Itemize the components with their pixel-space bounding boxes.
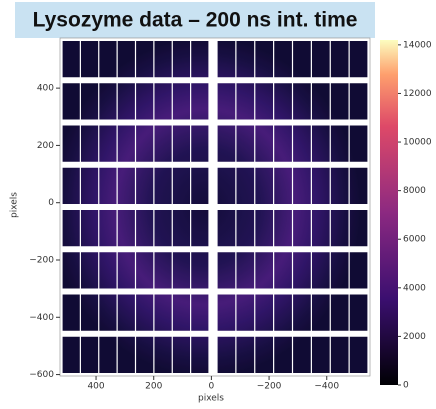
x-axis-label: pixels xyxy=(198,394,224,404)
colorbar-tick-label: 12000 xyxy=(403,89,432,99)
colorbar-tick-label: 6000 xyxy=(403,235,426,245)
x-tick-label: −400 xyxy=(314,382,339,392)
y-tick-label: 200 xyxy=(37,141,54,151)
diffraction-ring xyxy=(60,38,370,376)
colorbar-tick-label: 14000 xyxy=(403,40,432,50)
x-tick-label: 0 xyxy=(209,382,215,392)
colorbar-tick-label: 8000 xyxy=(403,186,426,196)
y-tick-label: −200 xyxy=(29,255,54,265)
x-tick-label: 200 xyxy=(145,382,162,392)
title-banner xyxy=(15,2,375,38)
y-tick-label: 0 xyxy=(48,198,54,208)
y-tick-label: −400 xyxy=(29,313,54,323)
y-axis-label: pixels xyxy=(10,192,20,218)
x-tick-label: 400 xyxy=(87,382,104,392)
frame xyxy=(59,37,371,377)
y-tick-label: −600 xyxy=(29,370,54,380)
colorbar-tick-label: 2000 xyxy=(403,332,426,342)
colorbar-tick-label: 0 xyxy=(403,381,409,391)
colorbar-tick-label: 10000 xyxy=(403,138,432,148)
x-tick-label: −200 xyxy=(257,382,282,392)
colorbar xyxy=(380,40,398,385)
chart-title: Lysozyme data – 200 ns int. time xyxy=(33,9,358,32)
y-tick-label: 400 xyxy=(37,84,54,94)
colorbar-tick-label: 4000 xyxy=(403,283,426,293)
detector-image xyxy=(59,37,371,377)
